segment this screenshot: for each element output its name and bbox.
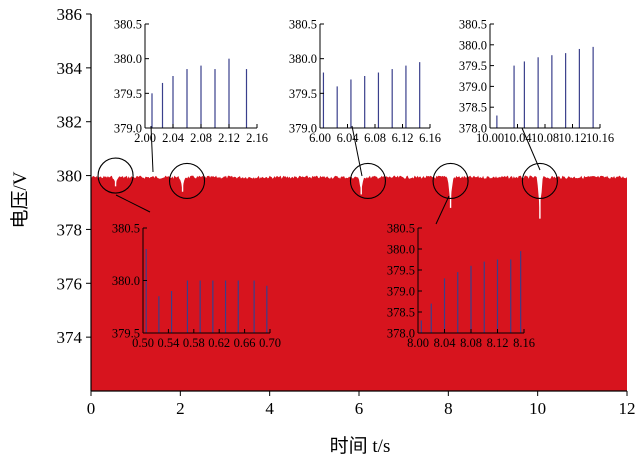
highlight-circle-0 xyxy=(97,157,134,194)
y-tick-label-6: 386 xyxy=(57,5,83,24)
inset-0: 379.0 379.5 380.0 380.5 2.00 2.04 2.08 2.12 2.16 xyxy=(114,18,268,146)
leader-line-3 xyxy=(115,194,151,213)
inset-4-x-tick-label-4: 8.16 xyxy=(513,336,535,350)
inset-2-x-tick-label-0: 10.00 xyxy=(476,131,504,145)
x-tick-label-5: 10 xyxy=(529,399,546,418)
inset-4-y-tick-label-5: 380.5 xyxy=(387,222,415,236)
x-tick-label-6: 12 xyxy=(619,399,636,418)
inset-0-x-tick-label-3: 2.12 xyxy=(218,131,240,145)
inset-0-y-tick-label-2: 380.0 xyxy=(114,52,142,66)
inset-1-x-tick-label-2: 6.08 xyxy=(364,131,386,145)
inset-3-y-tick-label-2: 380.5 xyxy=(112,222,140,236)
inset-4-y-tick-label-3: 379.5 xyxy=(387,264,415,278)
inset-0-y-tick-label-0: 379.0 xyxy=(114,122,142,136)
y-tick-label-4: 382 xyxy=(57,113,83,132)
inset-3-x-tick-label-2: 0.58 xyxy=(183,336,205,350)
inset-2-y-tick-label-2: 379.0 xyxy=(459,80,487,94)
highlight-circle-4 xyxy=(521,162,558,200)
inset-1-x-tick-label-1: 6.04 xyxy=(337,131,360,145)
x-tick-label-0: 0 xyxy=(87,399,96,418)
inset-4-x-tick-label-0: 8.00 xyxy=(407,336,429,350)
inset-3-y-tick-label-1: 380.0 xyxy=(112,274,140,288)
inset-4-y-tick-label-1: 378.5 xyxy=(387,306,415,320)
inset-3-x-tick-label-5: 0.70 xyxy=(259,336,281,350)
main-axes: 0 2 4 6 8 10 12 374 376 378 380 382 384 386 xyxy=(57,5,636,418)
x-tick-label-2: 4 xyxy=(265,399,274,418)
inset-4-x-tick-label-2: 8.08 xyxy=(460,336,482,350)
inset-1-y-tick-label-2: 380.0 xyxy=(289,52,317,66)
inset-3: 379.5 380.0 380.5 0.50 0.54 0.58 0.62 0.66 0.70 xyxy=(112,222,281,351)
inset-2-y-tick-label-0: 378.0 xyxy=(459,122,487,136)
x-tick-label-3: 6 xyxy=(355,399,364,418)
inset-0-x-tick-label-2: 2.08 xyxy=(190,131,212,145)
inset-0-x-tick-label-0: 2.00 xyxy=(134,131,156,145)
inset-2-x-tick-label-2: 10.08 xyxy=(531,131,559,145)
inset-4-x-tick-label-3: 8.12 xyxy=(487,336,509,350)
inset-1-y-tick-label-3: 380.5 xyxy=(289,18,317,32)
main-plot-area xyxy=(91,175,627,391)
inset-0-x-tick-label-4: 2.16 xyxy=(246,131,268,145)
inset-3-x-tick-label-0: 0.50 xyxy=(132,336,154,350)
x-tick-label-4: 8 xyxy=(444,399,453,418)
inset-0-x-tick-label-1: 2.04 xyxy=(162,131,185,145)
highlight-circle-2 xyxy=(349,162,386,200)
inset-1-y-tick-label-0: 379.0 xyxy=(289,122,317,136)
inset-2-y-tick-label-1: 378.5 xyxy=(459,101,487,115)
inset-2: 378.0 378.5 379.0 379.5 380.0 380.5 10.00 10.04… xyxy=(459,18,614,146)
inset-1-x-tick-label-4: 6.16 xyxy=(419,131,441,145)
leader-line-0 xyxy=(150,125,154,173)
highlight-circle-1 xyxy=(168,162,206,200)
y-tick-label-5: 384 xyxy=(57,59,83,78)
y-axis-title: 电压/V xyxy=(9,171,31,228)
leader-line-4 xyxy=(435,195,450,225)
inset-0-y-tick-label-3: 380.5 xyxy=(114,18,142,32)
inset-4-y-tick-label-0: 378.0 xyxy=(387,327,415,341)
inset-2-y-tick-label-3: 379.5 xyxy=(459,59,487,73)
inset-4-y-tick-label-4: 380.0 xyxy=(387,243,415,257)
leader-line-1 xyxy=(351,125,363,177)
inset-3-x-tick-label-3: 0.62 xyxy=(208,336,230,350)
inset-2-x-tick-label-3: 10.12 xyxy=(558,131,586,145)
inset-4-x-tick-label-1: 8.04 xyxy=(434,336,457,350)
inset-1: 379.0 379.5 380.0 380.5 6.00 6.04 6.08 6.12 6.16 xyxy=(289,18,441,146)
highlight-circle-3 xyxy=(432,162,469,200)
y-tick-label-0: 374 xyxy=(57,328,83,347)
inset-3-x-tick-label-4: 0.66 xyxy=(234,336,256,350)
inset-1-y-tick-label-1: 379.5 xyxy=(289,87,317,101)
inset-2-x-tick-label-1: 10.04 xyxy=(503,131,532,145)
y-tick-label-2: 378 xyxy=(57,220,83,239)
inset-3-x-tick-label-1: 0.54 xyxy=(157,336,180,350)
x-axis-title: 时间 t/s xyxy=(330,435,391,457)
inset-3-y-tick-label-0: 379.5 xyxy=(112,327,140,341)
inset-4-y-tick-label-2: 379.0 xyxy=(387,285,415,299)
inset-2-x-tick-label-4: 10.16 xyxy=(586,131,614,145)
y-tick-label-3: 380 xyxy=(57,167,83,186)
leader-line-2 xyxy=(521,127,541,171)
inset-1-x-tick-label-3: 6.12 xyxy=(392,131,414,145)
zoom-insets: 379.0 379.5 380.0 380.5 2.00 2.04 2.08 2.12 2.16… xyxy=(112,18,614,351)
y-tick-label-1: 376 xyxy=(57,274,83,293)
voltage-area-series xyxy=(91,175,627,391)
inset-0-y-tick-label-1: 379.5 xyxy=(114,87,142,101)
x-tick-label-1: 2 xyxy=(176,399,185,418)
highlight-circles xyxy=(97,125,558,225)
inset-2-y-tick-label-4: 380.0 xyxy=(459,38,487,52)
inset-1-x-tick-label-0: 6.00 xyxy=(309,131,331,145)
inset-2-y-tick-label-5: 380.5 xyxy=(459,18,487,32)
